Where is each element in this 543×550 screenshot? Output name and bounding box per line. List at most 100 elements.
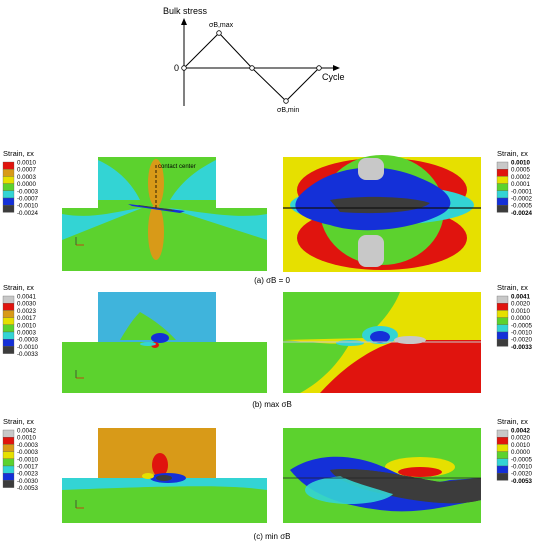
- max-label: σB,max: [209, 22, 234, 29]
- legend-swatch: [2, 317, 15, 325]
- legend-swatch: [2, 324, 15, 333]
- legend-swatch: [496, 465, 509, 474]
- legend-swatch: [2, 161, 15, 170]
- legend-swatch: [496, 331, 509, 340]
- legend-title: Strain, εx: [3, 417, 34, 426]
- legend-swatch: [2, 190, 15, 199]
- legend-swatch: [496, 190, 509, 199]
- legend-tick-label: 0.0007: [17, 167, 36, 174]
- row-a-right-contour: [283, 155, 481, 272]
- row-b: [62, 292, 481, 393]
- legend-swatch: [496, 317, 509, 325]
- row-a: contact center: [62, 155, 481, 272]
- legend-tick-label: 0.0005: [511, 167, 530, 174]
- legend-swatch: [2, 437, 15, 445]
- legend-swatch: [496, 437, 509, 445]
- legend-title: Strain, εx: [497, 149, 528, 158]
- legend-swatch: [2, 451, 15, 459]
- legend-tick-label: -0.0010: [17, 456, 39, 463]
- legend-swatch: [496, 197, 509, 206]
- point-origin: [181, 65, 187, 71]
- row-c-left-contour: [62, 428, 267, 523]
- legend-tick-label: -0.0003: [17, 188, 39, 195]
- row-c-right-contour: [283, 428, 481, 523]
- legend-tick-label: 0.0010: [511, 160, 530, 167]
- legend-tick-label: -0.0005: [511, 456, 533, 463]
- legend-swatch: [2, 480, 15, 488]
- legend-tick-label: -0.0053: [511, 478, 533, 485]
- legend-right-row-1: Strain, εx 0.00410.00200.00100.0000-0.000…: [496, 283, 533, 351]
- legend-tick-label: 0.0000: [17, 181, 36, 188]
- legend-swatch: [2, 346, 15, 354]
- legend-tick-label: -0.0017: [17, 464, 39, 471]
- legend-tick-label: -0.0024: [17, 210, 39, 217]
- y-axis-arrow: [181, 18, 187, 25]
- legend-swatch: [496, 310, 509, 318]
- legend-tick-label: 0.0020: [511, 301, 530, 308]
- row-c: [62, 428, 481, 523]
- legend-swatch: [2, 303, 15, 311]
- legend-swatch: [496, 161, 509, 170]
- legend-tick-label: 0.0002: [511, 174, 530, 181]
- legend-swatch: [496, 176, 509, 184]
- legend-swatch: [496, 324, 509, 333]
- legend-tick-label: -0.0010: [511, 464, 533, 471]
- legend-tick-label: 0.0042: [17, 428, 36, 435]
- diagram-ylabel: Bulk stress: [163, 6, 208, 16]
- legend-tick-label: -0.0020: [511, 337, 533, 344]
- legend-tick-label: -0.0020: [511, 471, 533, 478]
- legend-swatch: [496, 429, 509, 438]
- legend-title: Strain, εx: [497, 417, 528, 426]
- legend-tick-label: 0.0030: [17, 301, 36, 308]
- legend-swatch: [496, 295, 509, 304]
- legend-swatch: [2, 169, 15, 177]
- legend-swatch: [2, 197, 15, 206]
- legend-swatch: [2, 444, 15, 452]
- legend-tick-label: 0.0010: [17, 322, 36, 329]
- point-zero: [249, 65, 255, 71]
- legend-tick-label: -0.0003: [17, 449, 39, 456]
- caption-row-1: (b) max σB: [252, 400, 292, 409]
- row-b-right-contour: [283, 292, 481, 393]
- legend-tick-label: 0.0010: [17, 435, 36, 442]
- legend-tick-label: -0.0003: [17, 442, 39, 449]
- legend-swatch: [496, 473, 509, 481]
- legend-right-row-0: Strain, εx0.00100.00050.00020.0001-0.000…: [496, 149, 533, 217]
- point-end: [316, 65, 322, 71]
- legend-tick-label: -0.0010: [17, 203, 39, 210]
- contact-center-label: contact center: [158, 164, 196, 170]
- legend-left-row-1: Strain, εx 0.00410.00300.00230.00170.0010…: [2, 283, 39, 358]
- legend-tick-label: -0.0010: [511, 330, 533, 337]
- legend-right-row-2: Strain, εx 0.00420.00200.00100.0000-0.000…: [496, 417, 533, 485]
- legend-title: Strain, εx: [3, 149, 34, 158]
- min-label: σB,min: [277, 107, 299, 114]
- legend-swatch: [496, 451, 509, 459]
- legend-tick-label: -0.0033: [17, 351, 39, 358]
- legend-tick-label: -0.0033: [511, 344, 533, 351]
- legend-tick-label: 0.0041: [511, 294, 530, 301]
- legend-tick-label: -0.0007: [17, 196, 39, 203]
- row-b-left-contour: [62, 292, 267, 393]
- caption-row-2: (c) min σB: [254, 532, 291, 541]
- legend-tick-label: -0.0053: [17, 485, 39, 492]
- loading-diagram: Bulk stress 0 σB,max σB,min Cycle: [163, 6, 345, 114]
- legend-swatch: [2, 331, 15, 340]
- legend-tick-label: 0.0020: [511, 435, 530, 442]
- legend-tick-label: 0.0003: [17, 174, 36, 181]
- x-axis-arrow: [333, 65, 340, 71]
- legend-left-row-0: Strain, εx0.00100.00070.00030.0000-0.000…: [2, 149, 39, 217]
- origin-label: 0: [174, 63, 179, 73]
- legend-swatch: [2, 465, 15, 474]
- legend-title: Strain, εx: [3, 283, 34, 292]
- legend-tick-label: 0.0000: [511, 449, 530, 456]
- captions: (a) σB = 0 (b) max σB (c) min σB: [252, 276, 292, 541]
- legend-title: Strain, εx: [497, 283, 528, 292]
- legend-swatch: [2, 473, 15, 481]
- legend-tick-label: -0.0023: [17, 471, 39, 478]
- legend-tick-label: 0.0010: [511, 308, 530, 315]
- caption-row-0: (a) σB = 0: [254, 276, 290, 285]
- legend-swatch: [2, 458, 15, 467]
- legend-tick-label: -0.0010: [17, 344, 39, 351]
- legend-tick-label: -0.0001: [511, 188, 533, 195]
